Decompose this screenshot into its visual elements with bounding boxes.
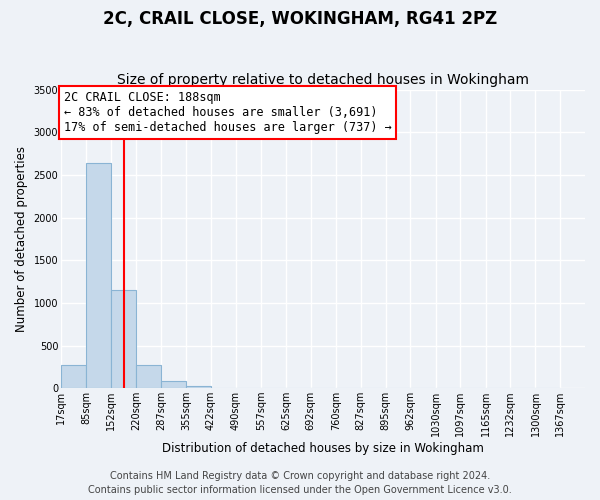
Title: Size of property relative to detached houses in Wokingham: Size of property relative to detached ho…	[117, 73, 529, 87]
Bar	[86, 162, 111, 388]
Bar	[111, 290, 136, 388]
Y-axis label: Number of detached properties: Number of detached properties	[15, 146, 28, 332]
Text: Contains HM Land Registry data © Crown copyright and database right 2024.
Contai: Contains HM Land Registry data © Crown c…	[88, 471, 512, 495]
Bar	[136, 364, 161, 388]
X-axis label: Distribution of detached houses by size in Wokingham: Distribution of detached houses by size …	[162, 442, 484, 455]
Bar	[161, 382, 185, 388]
Bar	[61, 364, 86, 388]
Text: 2C CRAIL CLOSE: 188sqm
← 83% of detached houses are smaller (3,691)
17% of semi-: 2C CRAIL CLOSE: 188sqm ← 83% of detached…	[64, 91, 391, 134]
Text: 2C, CRAIL CLOSE, WOKINGHAM, RG41 2PZ: 2C, CRAIL CLOSE, WOKINGHAM, RG41 2PZ	[103, 10, 497, 28]
Bar	[186, 386, 211, 388]
